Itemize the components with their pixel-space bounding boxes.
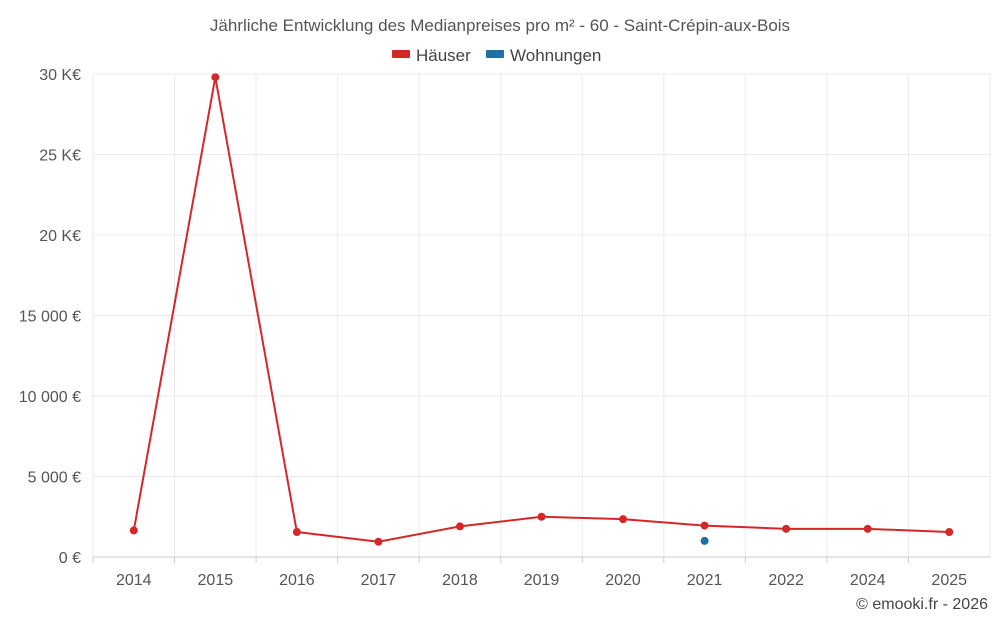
data-point-haeuser[interactable] [537,512,546,521]
x-tick-label: 2016 [279,572,315,589]
legend-label-wohnungen[interactable]: Wohnungen [510,46,601,65]
x-tick-label: 2025 [931,572,967,589]
y-tick-label: 10 000 € [19,389,81,406]
x-tick-label: 2019 [524,572,560,589]
y-axis: 0 € 5 000 € 10 000 € 15 000 € 20 K€ 25 K€ 30 K… [19,67,81,567]
legend: Häuser Wohnungen [392,46,601,65]
data-point-haeuser[interactable] [374,537,383,546]
data-point-haeuser[interactable] [292,528,301,537]
y-tick-label: 25 K€ [39,148,81,165]
grid [92,73,991,558]
chart-title: Jährliche Entwicklung des Medianpreises … [210,16,790,35]
y-tick-label: 20 K€ [39,228,81,245]
y-tick-label: 30 K€ [39,67,81,84]
legend-swatch-haeuser [392,50,410,58]
data-point-haeuser[interactable] [863,524,872,533]
x-tick-label: 2018 [442,572,478,589]
x-tick-label: 2017 [361,572,397,589]
y-tick-label: 15 000 € [19,309,81,326]
legend-swatch-wohnungen [486,50,504,58]
x-axis: 2014 2015 2016 2017 2018 2019 2020 2021 2022 2024… [92,556,990,589]
x-tick-label: 2022 [768,572,804,589]
series-layer [129,73,954,546]
credit-text: © emooki.fr - 2026 [856,596,988,613]
data-point-haeuser[interactable] [782,524,791,533]
x-tick-label: 2021 [687,572,723,589]
data-point-haeuser[interactable] [211,73,220,82]
y-tick-label: 5 000 € [28,470,81,487]
legend-label-haeuser[interactable]: Häuser [416,46,471,65]
data-point-haeuser[interactable] [129,526,138,535]
x-tick-label: 2024 [850,572,886,589]
x-tick-label: 2014 [116,572,152,589]
data-point-haeuser[interactable] [455,522,464,531]
data-point-haeuser[interactable] [619,515,628,524]
data-point-wohnungen[interactable] [700,536,709,545]
x-tick-label: 2020 [605,572,641,589]
y-tick-label: 0 € [59,550,81,567]
x-tick-label: 2015 [198,572,234,589]
data-point-haeuser[interactable] [945,528,954,537]
data-point-haeuser[interactable] [700,521,709,530]
